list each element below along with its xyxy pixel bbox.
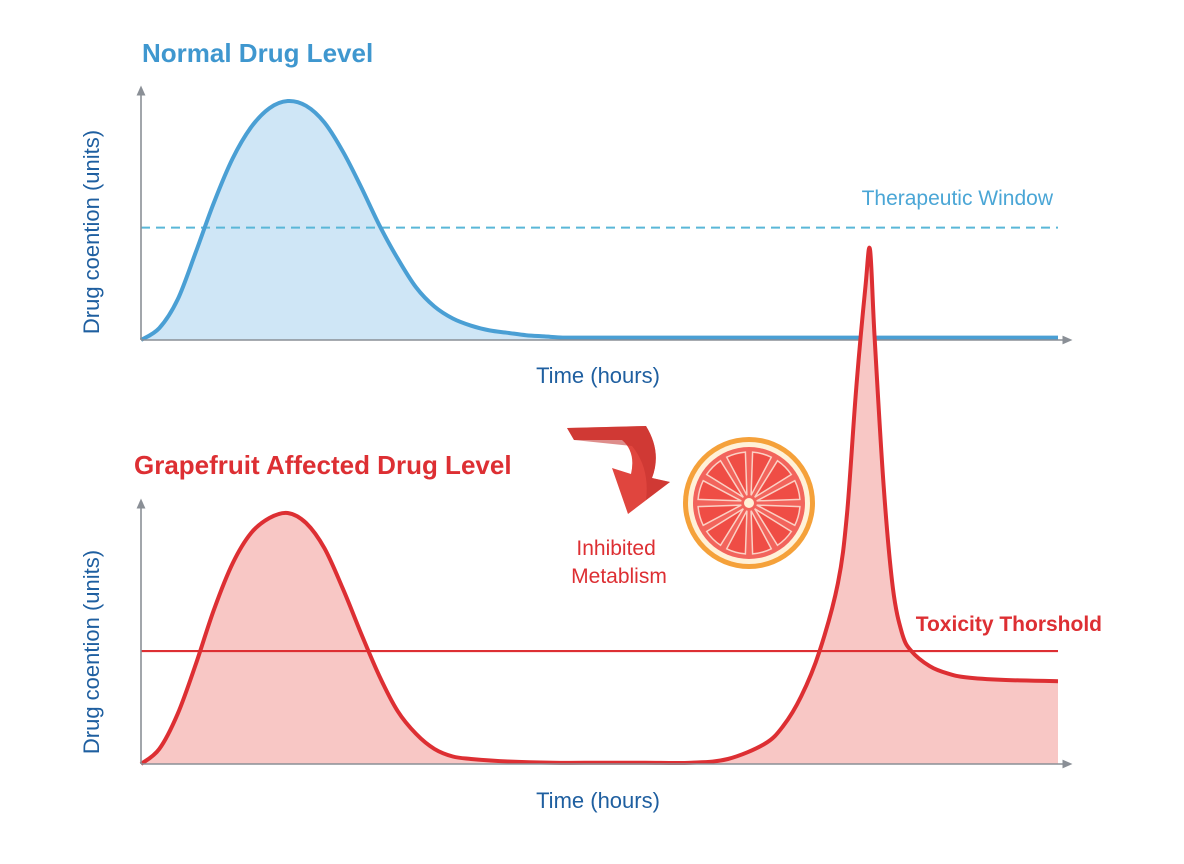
grapefruit-drug-curve [139,245,1059,766]
normal-chart-title: Normal Drug Level [142,38,373,68]
normal-chart: Normal Drug Level Therapeutic Window Tim… [79,38,1073,388]
down-arrow-icon [567,426,670,514]
grapefruit-chart: Grapefruit Affected Drug Level Toxicity … [79,245,1102,813]
grapefruit-segment [754,459,793,498]
grapefruit-chart-title: Grapefruit Affected Drug Level [134,450,512,480]
grapefruit-y-axis-label: Drug coention (units) [79,550,104,754]
annotation-line-1: Inhibited [576,537,655,560]
normal-area-fill [141,100,1058,340]
grapefruit-segment [756,504,801,527]
grapefruit-area-fill [141,247,1058,764]
grapefruit-segment [697,504,742,527]
grapefruit-x-axis-label: Time (hours) [536,788,660,813]
grapefruit-icon [683,437,815,569]
grapefruit-segment [705,459,744,498]
grapefruit-segment [697,479,742,502]
inhibited-metabolism-annotation: Inhibited Metablism [571,537,667,588]
grapefruit-segment [750,451,773,496]
normal-x-axis-label: Time (hours) [536,363,660,388]
normal-y-axis-label: Drug coention (units) [79,130,104,334]
grapefruit-segment [756,479,801,502]
normal-drug-curve [139,98,1058,342]
annotation-line-2: Metablism [571,565,667,588]
toxicity-threshold-label: Toxicity Thorshold [916,613,1102,636]
grapefruit-segment [705,508,744,547]
grapefruit-segment [754,508,793,547]
grapefruit-segment [725,510,748,555]
therapeutic-window-label: Therapeutic Window [862,187,1054,210]
grapefruit-segment [725,451,748,496]
grapefruit-segment [750,510,773,555]
